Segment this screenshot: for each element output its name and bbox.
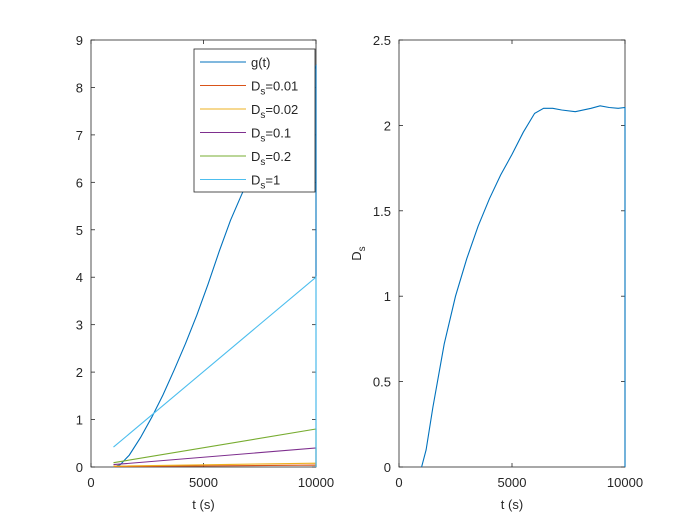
y-tick-label: 1	[76, 413, 83, 428]
legend-entry-2-main: D	[251, 102, 260, 117]
y-tick-label: 4	[76, 270, 83, 285]
legend-entry-4-main: D	[251, 149, 260, 164]
legend-box	[193, 48, 316, 193]
y-tick-label: 9	[76, 33, 83, 48]
legend-entry-0: g(t)	[251, 55, 271, 70]
axes-box	[398, 39, 626, 468]
legend-entry-5-subscript: s	[260, 181, 265, 192]
y-tick-label: 8	[76, 80, 83, 95]
x-tick-label: 0	[395, 475, 402, 490]
x-tick-label: 5000	[498, 475, 527, 490]
series-line-0	[421, 105, 626, 468]
legend-entry-0-main: g(t)	[251, 55, 271, 70]
x-tick-label: 0	[87, 475, 94, 490]
x-tick-label: 5000	[189, 475, 218, 490]
y-tick-label: 6	[76, 175, 83, 190]
legend-entry-1-main: D	[251, 79, 260, 94]
legend-entry-2-suffix: =0.02	[265, 102, 298, 117]
legend-entry-1-subscript: s	[260, 87, 265, 98]
legend-entry-5-suffix: =1	[265, 173, 280, 188]
y-tick-label: 2	[384, 118, 391, 133]
y-tick-label: 1.5	[373, 204, 391, 219]
legend-entry-4-suffix: =0.2	[265, 149, 291, 164]
legend-entry-1: Ds=0.01	[251, 79, 298, 98]
legend-entry-3: Ds=0.1	[251, 126, 291, 145]
right-axes: 0 5000 10000 0 0.5 1 1.5 2 2.5 t (s) Ds	[349, 33, 643, 512]
y-axis-label-text: Ds	[349, 246, 368, 260]
legend-entry-5-main: D	[251, 173, 260, 188]
legend-entry-3-subscript: s	[260, 134, 265, 145]
x-axis-label: t (s)	[501, 497, 523, 512]
y-tick-label: 3	[76, 318, 83, 333]
y-axis-label-text-main: D	[349, 251, 364, 260]
legend-entry-4: Ds=0.2	[251, 149, 291, 168]
x-axis-label: t (s)	[192, 497, 214, 512]
y-tick-label: 2.5	[373, 33, 391, 48]
y-tick-label: 0	[76, 460, 83, 475]
legend-entry-2-subscript: s	[260, 110, 265, 121]
series-line-5	[113, 276, 317, 467]
legend-entry-3-main: D	[251, 126, 260, 141]
legend-entry-5: Ds=1	[251, 173, 280, 192]
legend-entry-3-suffix: =0.1	[265, 126, 291, 141]
y-tick-label: 0	[384, 460, 391, 475]
y-tick-label: 0.5	[373, 375, 391, 390]
y-tick-label: 5	[76, 223, 83, 238]
legend-entry-4-subscript: s	[260, 157, 265, 168]
x-tick-label: 10000	[607, 475, 643, 490]
y-tick-label: 2	[76, 365, 83, 380]
legend-entry-1-suffix: =0.01	[265, 79, 298, 94]
y-tick-label: 7	[76, 128, 83, 143]
y-axis-label: Ds	[349, 246, 368, 260]
legend-entry-2: Ds=0.02	[251, 102, 298, 121]
x-tick-label: 10000	[298, 475, 334, 490]
y-axis-label-text-subscript: s	[357, 246, 368, 251]
y-tick-label: 1	[384, 289, 391, 304]
